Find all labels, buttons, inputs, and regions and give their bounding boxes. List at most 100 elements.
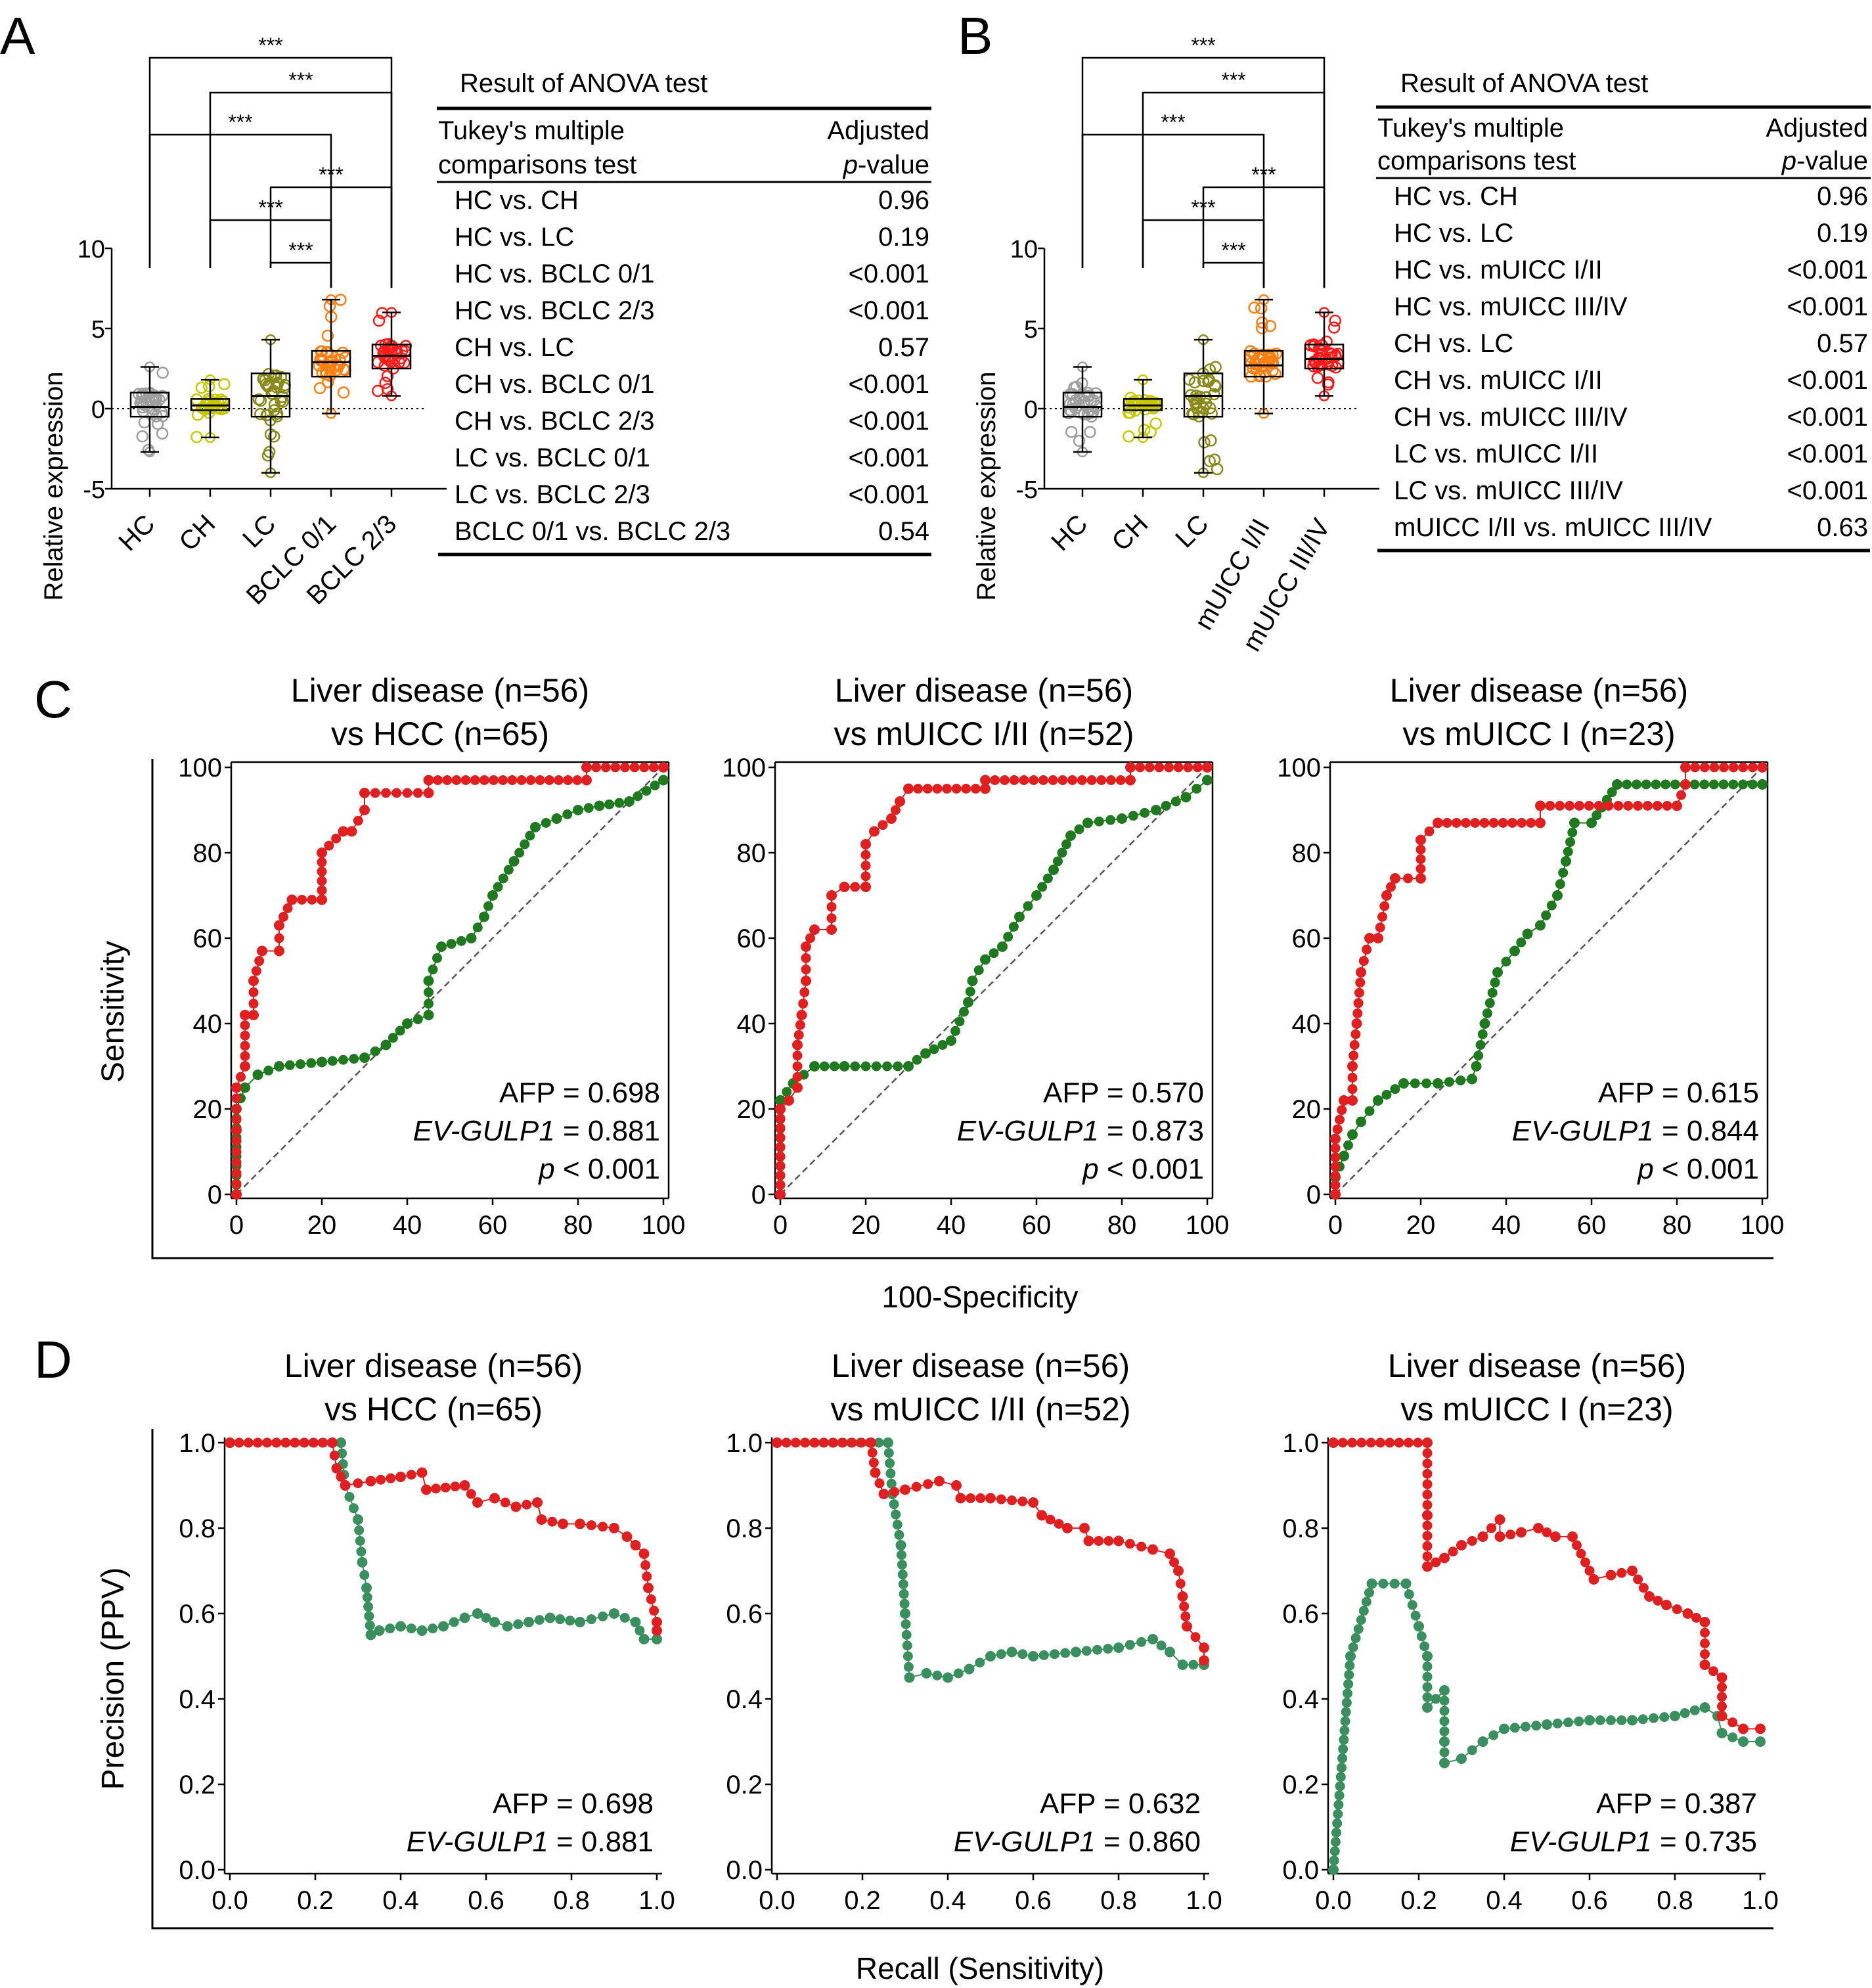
series-marker [309, 1437, 319, 1448]
series-marker [355, 1536, 365, 1546]
series-marker [1330, 1162, 1341, 1172]
series-marker [317, 1056, 327, 1068]
series-marker [922, 784, 933, 794]
p-value: <0.001 [1787, 476, 1868, 505]
series-marker [1422, 1671, 1433, 1682]
series-marker [1716, 1711, 1727, 1721]
series-marker [963, 997, 973, 1008]
series-marker [1719, 762, 1729, 773]
series-marker [472, 1497, 483, 1508]
series-marker [903, 783, 914, 794]
series-marker [1050, 1649, 1059, 1660]
series-marker [1680, 779, 1691, 790]
series-marker [1501, 957, 1511, 967]
series-marker [1092, 1644, 1102, 1655]
series-marker [1081, 1646, 1092, 1656]
series-marker [1347, 1072, 1358, 1083]
data-point [156, 427, 169, 440]
data-point [1065, 426, 1078, 438]
series-marker [652, 1617, 662, 1627]
series-marker [1180, 792, 1192, 803]
data-point [1128, 395, 1140, 407]
data-point [271, 407, 284, 420]
series-marker [1593, 801, 1604, 811]
series-marker [959, 1006, 969, 1017]
panel-label-b: B [958, 7, 992, 65]
series-marker [236, 1072, 246, 1082]
p-value: 0.63 [1817, 513, 1868, 542]
series-marker [1555, 879, 1565, 890]
x-category-label: CH [173, 509, 221, 556]
series-marker [1144, 762, 1155, 773]
series-marker [354, 1525, 365, 1535]
series-marker [349, 1503, 359, 1514]
series-marker [985, 1651, 996, 1661]
series-marker [1054, 1519, 1064, 1529]
series-marker [886, 1478, 897, 1489]
series-marker [1074, 824, 1084, 834]
x-tick-label: 60 [1577, 1211, 1607, 1240]
series-marker [1188, 1660, 1199, 1670]
data-point [1327, 321, 1341, 334]
significance-bracket [269, 186, 393, 288]
series-marker [1179, 1601, 1190, 1612]
series-marker [866, 1437, 876, 1448]
significance-label: *** [1191, 34, 1215, 57]
series-marker [1345, 1660, 1355, 1671]
series-marker [1467, 1073, 1477, 1085]
series-marker [1672, 800, 1682, 811]
series-marker [860, 882, 871, 892]
data-point [1186, 407, 1199, 420]
y-tick-label: 60 [737, 924, 767, 953]
series-marker [942, 784, 952, 794]
series-marker [353, 1514, 363, 1525]
series-marker [598, 1611, 608, 1621]
series-marker [1542, 1527, 1552, 1537]
significance-label: *** [288, 238, 313, 262]
series-marker [819, 1061, 830, 1072]
series-marker [1341, 1698, 1352, 1708]
series-marker [1567, 1531, 1578, 1542]
series-marker [1415, 854, 1426, 865]
series-marker [271, 1437, 282, 1448]
series-marker [1717, 1682, 1727, 1692]
series-marker [878, 820, 888, 830]
series-marker [522, 1499, 532, 1510]
series-marker [1330, 1152, 1341, 1163]
series-marker [280, 1437, 291, 1448]
series-marker [1747, 762, 1758, 773]
series-marker [1017, 1496, 1028, 1506]
series-marker [1516, 1527, 1527, 1538]
series-marker [1699, 1617, 1710, 1627]
p-value: <0.001 [849, 296, 929, 325]
y-tick-label: 0 [1306, 1181, 1321, 1209]
series-marker [621, 1531, 633, 1542]
subplot-title: vs mUICC I/II (n=52) [834, 715, 1134, 752]
series-marker [240, 1041, 250, 1051]
series-marker [231, 1146, 242, 1157]
y-tick-label: 0.2 [179, 1771, 215, 1799]
series-marker [1335, 1781, 1345, 1792]
series-marker [1045, 1514, 1056, 1525]
subplot-title: Liver disease (n=56) [291, 672, 589, 709]
subplot-title: Liver disease (n=56) [832, 1347, 1130, 1384]
data-point [1197, 374, 1210, 388]
series-marker [1067, 775, 1078, 785]
series-marker [970, 784, 981, 794]
series-marker [460, 775, 471, 785]
series-marker [359, 1052, 370, 1063]
data-point [1138, 424, 1151, 436]
series-marker [489, 1493, 500, 1504]
series-marker [1079, 1523, 1090, 1533]
series-marker [800, 1437, 811, 1448]
data-point [337, 386, 350, 399]
series-marker [1422, 1531, 1433, 1541]
series-marker [240, 1030, 250, 1041]
series-marker [990, 775, 1000, 785]
series-marker [1728, 779, 1739, 790]
series-marker [652, 1625, 662, 1636]
series-marker [896, 1550, 906, 1560]
series-marker [581, 762, 592, 773]
series-marker [1060, 1648, 1071, 1658]
comparison-label: mUICC I/II vs. mUICC III/IV [1394, 513, 1712, 542]
